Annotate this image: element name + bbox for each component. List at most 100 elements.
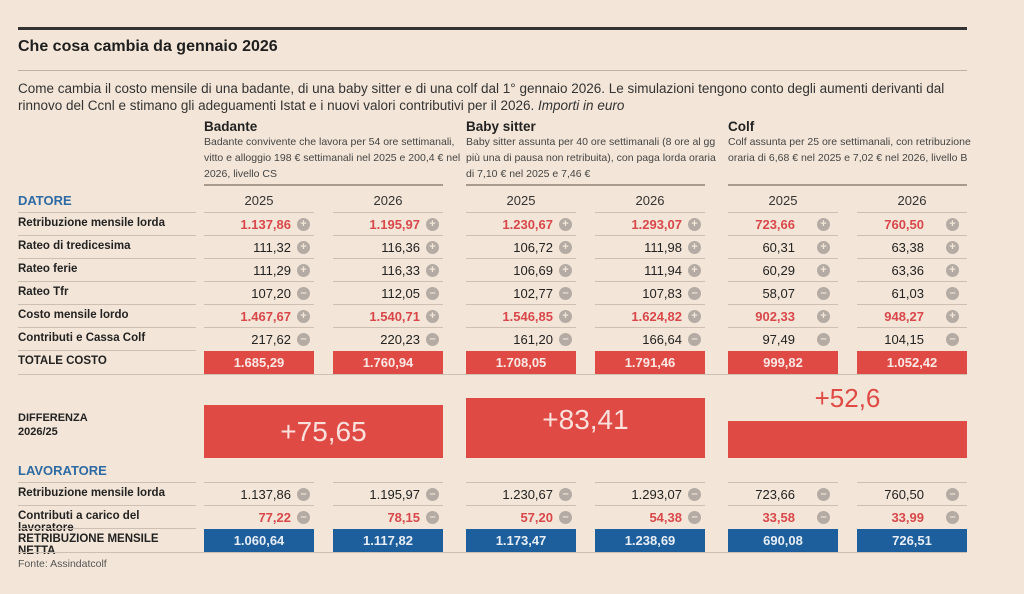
year-header: 2026 bbox=[897, 193, 927, 208]
total-cell: 1.685,29 bbox=[204, 351, 314, 374]
cell-value: 33,99 bbox=[891, 509, 924, 525]
intro-text: Come cambia il costo mensile di una bada… bbox=[18, 80, 978, 114]
cell-value: 1.195,97 bbox=[369, 486, 420, 502]
table-cell: 1.137,86 + bbox=[204, 212, 314, 235]
minus-icon: – bbox=[946, 332, 959, 346]
cell-value: 107,20 bbox=[251, 285, 291, 301]
category-rule bbox=[728, 184, 967, 186]
table-cell: 112,05– bbox=[333, 281, 443, 304]
table-cell: 948,27 + bbox=[857, 304, 967, 327]
row-rule bbox=[18, 528, 196, 529]
table-cell: 97,49 – bbox=[728, 327, 838, 350]
plus-icon: + bbox=[297, 240, 310, 254]
table-cell: 33,58 – bbox=[728, 505, 838, 528]
table-cell: 1.195,97 + bbox=[333, 212, 443, 235]
cell-value: 58,07 bbox=[762, 285, 795, 301]
difference-label: DIFFERENZA 2026/25 bbox=[18, 411, 198, 439]
cell-value: 1.546,85 bbox=[502, 308, 553, 324]
cell-value: 112,05 bbox=[381, 285, 420, 301]
total-cell: 999,82 bbox=[728, 351, 838, 374]
table-cell: 63,36 + bbox=[857, 258, 967, 281]
category-rule bbox=[466, 184, 705, 186]
row-rule bbox=[18, 304, 196, 305]
table-cell: 1.546,85 + bbox=[466, 304, 576, 327]
table-cell: 54,38– bbox=[595, 505, 705, 528]
cell-value: 1.195,97 bbox=[369, 216, 420, 232]
cell-value: 1.624,82 bbox=[631, 308, 682, 324]
cell-value: 63,36 bbox=[891, 262, 924, 278]
row-rule bbox=[18, 374, 967, 375]
table-cell: 723,66 – bbox=[728, 482, 838, 505]
plus-icon: + bbox=[297, 309, 310, 323]
title-rule bbox=[18, 70, 967, 71]
total-cell: 690,08 bbox=[728, 529, 838, 552]
minus-icon: – bbox=[817, 510, 830, 524]
plus-icon: + bbox=[817, 240, 830, 254]
cell-value: 104,15 bbox=[884, 331, 924, 347]
total-cell: 1.060,64 bbox=[204, 529, 314, 552]
table-cell: 58,07 – bbox=[728, 281, 838, 304]
cell-value: 760,50 bbox=[884, 486, 924, 502]
plus-icon: + bbox=[688, 217, 701, 231]
table-cell: 1.293,07 + bbox=[595, 212, 705, 235]
cell-value: 220,23 bbox=[380, 331, 420, 347]
intro-body: Come cambia il costo mensile di una bada… bbox=[18, 81, 945, 113]
total-cell: 726,51 bbox=[857, 529, 967, 552]
total-cell: 1.708,05 bbox=[466, 351, 576, 374]
cell-value: 1.137,86 bbox=[240, 486, 291, 502]
row-rule bbox=[18, 505, 196, 506]
minus-icon: – bbox=[688, 332, 701, 346]
cell-value: 60,29 bbox=[762, 262, 795, 278]
cell-value: 217,62 bbox=[251, 331, 291, 347]
table-cell: 60,29 + bbox=[728, 258, 838, 281]
plus-icon: + bbox=[946, 240, 959, 254]
total-cell: 1.117,82 bbox=[333, 529, 443, 552]
row-label: Retribuzione mensile lorda bbox=[18, 217, 165, 229]
minus-icon: – bbox=[297, 332, 310, 346]
plus-icon: + bbox=[426, 309, 439, 323]
row-rule bbox=[18, 258, 196, 259]
table-cell: 63,38 + bbox=[857, 235, 967, 258]
category-title-colf: Colf bbox=[728, 119, 755, 134]
cell-value: 723,66 bbox=[755, 486, 795, 502]
cell-value: 1.230,67 bbox=[502, 216, 553, 232]
cell-value: 111,32 bbox=[253, 239, 291, 255]
minus-icon: – bbox=[297, 487, 310, 501]
minus-icon: – bbox=[559, 487, 572, 501]
table-cell: 1.195,97– bbox=[333, 482, 443, 505]
minus-icon: – bbox=[688, 510, 701, 524]
table-cell: 1.540,71 + bbox=[333, 304, 443, 327]
row-label: Costo mensile lordo bbox=[18, 309, 129, 321]
minus-icon: – bbox=[817, 487, 830, 501]
table-cell: 107,20– bbox=[204, 281, 314, 304]
difference-label-line1: DIFFERENZA bbox=[18, 412, 88, 424]
minus-icon: – bbox=[946, 510, 959, 524]
minus-icon: – bbox=[559, 286, 572, 300]
table-cell: 106,72 + bbox=[466, 235, 576, 258]
table-cell: 217,62– bbox=[204, 327, 314, 350]
top-rule bbox=[18, 27, 967, 30]
cell-value: 57,20 bbox=[520, 509, 553, 525]
row-label: Retribuzione mensile lorda bbox=[18, 487, 165, 499]
row-rule bbox=[18, 212, 196, 213]
difference-baby-sitter: +83,41 bbox=[466, 398, 705, 458]
cell-value: 1.467,67 bbox=[240, 308, 291, 324]
plus-icon: + bbox=[559, 309, 572, 323]
table-cell: 161,20– bbox=[466, 327, 576, 350]
year-header: 2026 bbox=[635, 193, 665, 208]
plus-icon: + bbox=[946, 263, 959, 277]
cell-value: 63,38 bbox=[891, 239, 924, 255]
table-cell: 1.624,82 + bbox=[595, 304, 705, 327]
cell-value: 723,66 bbox=[755, 216, 795, 232]
table-cell: 60,31 + bbox=[728, 235, 838, 258]
minus-icon: – bbox=[688, 286, 701, 300]
category-desc-badante: Badante convivente che lavora per 54 ore… bbox=[204, 136, 461, 180]
cell-value: 102,77 bbox=[513, 285, 553, 301]
table-cell: 902,33 + bbox=[728, 304, 838, 327]
table-cell: 111,29 + bbox=[204, 258, 314, 281]
category-desc-colf: Colf assunta per 25 ore settimanali, con… bbox=[728, 136, 971, 164]
table-cell: 104,15 – bbox=[857, 327, 967, 350]
plus-icon: + bbox=[559, 263, 572, 277]
cell-value: 61,03 bbox=[891, 285, 924, 301]
year-header: 2026 bbox=[373, 193, 403, 208]
